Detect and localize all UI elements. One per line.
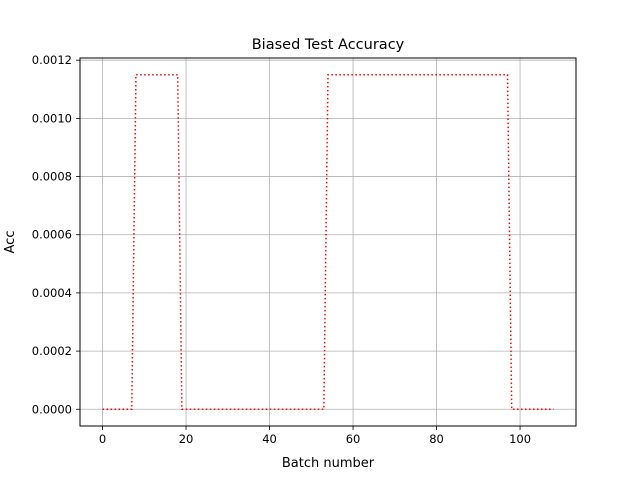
x-tick-label: 80 [429, 432, 444, 446]
x-tick-label: 20 [179, 432, 194, 446]
chart-title: Biased Test Accuracy [252, 37, 405, 53]
x-tick-label: 100 [509, 432, 531, 446]
plot-frame [79, 57, 577, 427]
y-tick-label: 0.0006 [32, 228, 72, 242]
y-axis: 0.0000 0.0002 0.0004 0.0006 0.0008 0.0010 0.00… [32, 53, 80, 416]
y-tick-label: 0.0008 [32, 170, 72, 184]
x-tick-label: 60 [346, 432, 361, 446]
y-tick-label: 0.0002 [32, 344, 72, 358]
x-tick-label: 40 [262, 432, 277, 446]
x-axis: 0 20 40 60 80 100 [99, 426, 531, 446]
y-tick-label: 0.0004 [32, 286, 72, 300]
y-tick-label: 0.0012 [32, 53, 72, 67]
series-line [102, 73, 554, 411]
y-axis-label: Acc [3, 231, 18, 254]
grid-lines [80, 58, 576, 426]
y-tick-label: 0.0010 [32, 111, 72, 125]
series-layer [102, 73, 554, 411]
x-tick-label: 0 [99, 432, 106, 446]
y-tick-label: 0.0000 [32, 402, 72, 416]
x-axis-label: Batch number [282, 456, 375, 471]
